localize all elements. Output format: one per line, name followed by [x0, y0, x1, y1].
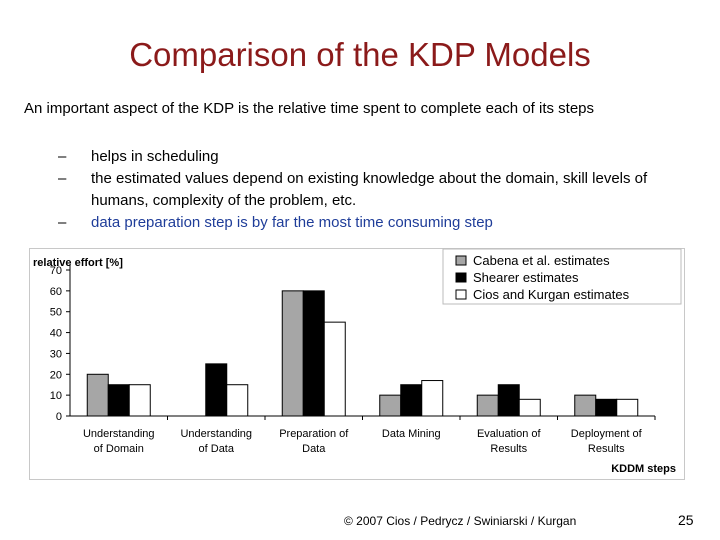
bullet-item: – helps in scheduling [58, 146, 698, 168]
bar [205, 363, 228, 417]
x-tick-label-line: Deployment of [571, 428, 643, 440]
y-tick-label: 30 [50, 348, 62, 360]
x-tick-label: Evaluation of Results [477, 428, 542, 455]
legend-box [442, 248, 682, 305]
bullet-dash: – [58, 148, 67, 165]
bullet-dash: – [58, 214, 67, 231]
bullet-item: – the estimated values depend on existin… [58, 168, 698, 212]
x-tick-label-line: Understanding [83, 428, 155, 440]
x-tick-label: Preparation of Data [279, 428, 349, 455]
legend-swatch [455, 272, 467, 283]
x-tick-label-line: Preparation of [279, 428, 349, 440]
bar [379, 394, 402, 417]
bar [518, 398, 541, 417]
bar [574, 394, 597, 417]
bar [281, 290, 304, 417]
x-tick-label-line: of Data [199, 443, 235, 455]
x-tick-label: Data Mining [382, 428, 441, 440]
bar [107, 384, 130, 417]
bullet-text: helps in scheduling [91, 148, 219, 165]
bar [302, 290, 325, 417]
x-tick-label: Understanding of Domain [83, 428, 155, 455]
bar [128, 384, 151, 417]
bar [476, 394, 499, 417]
legend-swatch [455, 255, 467, 266]
x-axis-label: KDDM steps [611, 463, 676, 475]
bar [400, 384, 423, 417]
bar [86, 373, 109, 417]
page-number: 25 [678, 512, 694, 528]
x-tick-label-line: Evaluation of [477, 428, 542, 440]
bar [616, 398, 639, 417]
bullet-dash: – [58, 170, 67, 187]
y-tick-label: 0 [56, 411, 62, 423]
bullet-item-highlighted: – data preparation step is by far the mo… [58, 212, 698, 234]
bar [421, 380, 444, 417]
bar [226, 384, 249, 417]
effort-bar-chart: relative effort [%] KDDM steps 0 10 20 30 40… [29, 248, 685, 480]
x-tick-label-line: Data Mining [382, 428, 441, 440]
x-tick-label-line: Understanding [180, 428, 252, 440]
bullet-list: – helps in scheduling – the estimated va… [58, 146, 698, 234]
y-tick-label: 50 [50, 307, 62, 319]
legend-label: Cios and Kurgan estimates [473, 287, 630, 302]
x-tick-label: Understanding of Data [180, 428, 252, 455]
bullet-text: the estimated values depend on existing … [91, 170, 648, 209]
slide-title: Comparison of the KDP Models [129, 36, 591, 73]
x-tick-label-line: Results [588, 443, 625, 455]
bullet-text: data preparation step is by far the most… [91, 214, 493, 231]
y-tick-label: 60 [50, 286, 62, 298]
footer-copyright: © 2007 Cios / Pedrycz / Swiniarski / Kur… [344, 514, 577, 528]
legend-swatch [455, 289, 467, 300]
y-tick-label: 20 [50, 369, 62, 381]
legend-label: Cabena et al. estimates [473, 253, 610, 268]
bar [497, 384, 520, 417]
x-tick-label-line: Data [302, 443, 326, 455]
x-tick-label: Deployment of Results [571, 428, 643, 455]
x-tick-label-line: of Domain [94, 443, 144, 455]
y-tick-label: 10 [50, 390, 62, 402]
legend-label: Shearer estimates [473, 270, 579, 285]
legend: Cabena et al. estimates Shearer estimates… [442, 248, 682, 305]
slide-subtitle: An important aspect of the KDP is the re… [24, 100, 595, 117]
y-tick-label: 40 [50, 328, 62, 340]
y-axis-label: relative effort [%] [33, 257, 123, 269]
bar [323, 321, 346, 417]
y-tick-label: 70 [50, 265, 62, 277]
bar [595, 398, 618, 417]
x-tick-label-line: Results [490, 443, 527, 455]
